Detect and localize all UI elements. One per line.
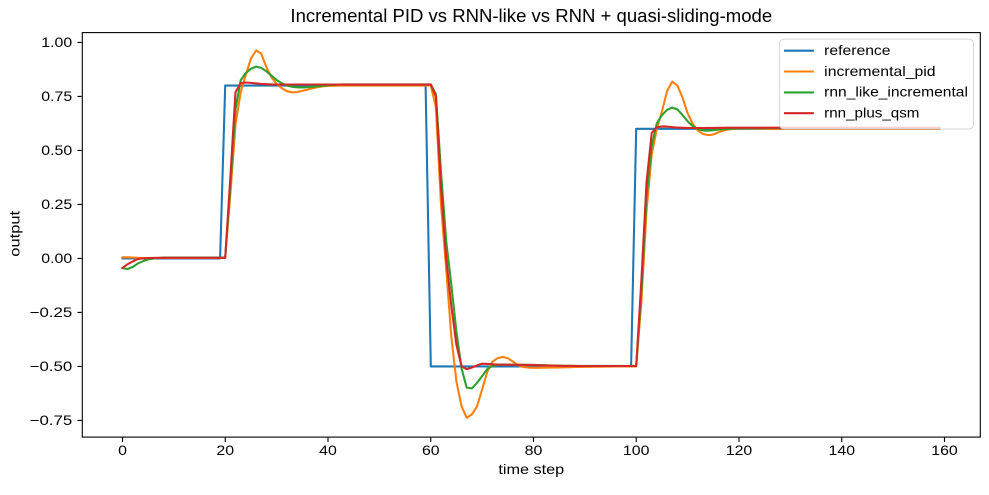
svg-text:120: 120 — [726, 442, 753, 458]
svg-text:20: 20 — [216, 442, 234, 458]
svg-text:reference: reference — [824, 42, 891, 58]
svg-text:Incremental PID vs RNN-like vs: Incremental PID vs RNN-like vs RNN + qua… — [290, 6, 772, 26]
svg-text:0.00: 0.00 — [41, 250, 72, 266]
svg-text:160: 160 — [931, 442, 958, 458]
svg-text:rnn_like_incremental: rnn_like_incremental — [824, 84, 968, 100]
svg-text:60: 60 — [422, 442, 440, 458]
svg-text:40: 40 — [319, 442, 337, 458]
svg-text:0.25: 0.25 — [41, 196, 72, 212]
svg-text:−0.75: −0.75 — [30, 412, 73, 428]
svg-text:incremental_pid: incremental_pid — [824, 63, 935, 79]
svg-text:−0.25: −0.25 — [30, 304, 73, 320]
svg-text:output: output — [7, 211, 23, 257]
svg-text:0: 0 — [118, 442, 127, 458]
svg-text:1.00: 1.00 — [41, 34, 72, 50]
svg-text:0.75: 0.75 — [41, 88, 72, 104]
svg-text:80: 80 — [525, 442, 543, 458]
svg-text:0.50: 0.50 — [41, 142, 72, 158]
svg-text:−0.50: −0.50 — [30, 358, 73, 374]
svg-text:rnn_plus_qsm: rnn_plus_qsm — [824, 105, 919, 121]
svg-text:140: 140 — [829, 442, 856, 458]
svg-text:time step: time step — [498, 461, 564, 477]
svg-text:100: 100 — [623, 442, 650, 458]
